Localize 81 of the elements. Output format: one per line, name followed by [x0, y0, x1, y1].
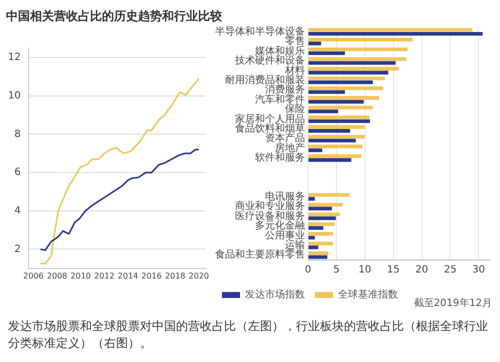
bar: [308, 66, 399, 71]
bar: [308, 96, 380, 100]
chart-title: 中国相关营收占比的历史趋势和行业比较: [6, 8, 222, 25]
text: 截至2019年12月: [414, 296, 492, 310]
bar: [308, 129, 350, 133]
y-tick-label: 食品和主要原料零售: [215, 248, 305, 261]
x-tick-label: 2014: [118, 271, 138, 280]
x-tick-label: 10: [358, 264, 372, 276]
bar: [308, 144, 363, 148]
y-tick-label: 耐用消费品和服装: [225, 74, 305, 86]
bar: [308, 212, 340, 216]
bar: [308, 193, 350, 197]
bar: [308, 76, 385, 80]
y-tick-label: 材料: [284, 64, 305, 76]
bar: [308, 158, 352, 162]
x-tick-label: 15: [386, 264, 400, 276]
bar: [308, 28, 472, 32]
bar: [308, 196, 315, 201]
bar: [308, 86, 384, 90]
bar: [308, 110, 338, 114]
bar: [308, 47, 408, 52]
bar: [308, 222, 335, 226]
y-tick-label: 10: [8, 90, 21, 102]
y-tick-label: 12: [8, 52, 21, 64]
x-tick-label: 2006: [23, 271, 44, 280]
x-tick-label: 2008: [46, 271, 68, 280]
x-tick-label: 2012: [94, 271, 114, 280]
bar: [308, 255, 328, 259]
bar: [308, 57, 406, 61]
bar: [308, 106, 373, 110]
x-tick-label: 2016: [141, 271, 162, 280]
y-tick-label: 房地产: [275, 142, 305, 154]
y-tick-label: 6: [14, 167, 21, 178]
bar: [308, 226, 324, 230]
x-tick-label: 5: [333, 264, 340, 276]
y-tick-label: 医疗设备和服务: [235, 210, 305, 222]
legend-label: 全球基准指数: [338, 288, 398, 301]
y-tick-label: 2: [14, 244, 21, 255]
bar: [308, 154, 362, 158]
y-tick-label: 8: [14, 128, 21, 140]
bar: [308, 148, 322, 152]
bar: [308, 51, 345, 56]
bar: [308, 138, 356, 142]
legend-label: 发达市场指数: [245, 288, 305, 301]
bar: [308, 119, 370, 124]
x-tick-label: 25: [444, 264, 457, 276]
y-tick-label: 媒体和娱乐: [255, 44, 305, 57]
y-tick-label: 公用事业: [265, 229, 305, 242]
bar: [308, 236, 315, 240]
bar: [308, 90, 345, 94]
bar: [308, 115, 370, 120]
bar: [308, 134, 365, 139]
bar: [308, 61, 396, 65]
bar: [308, 38, 413, 42]
bar: [308, 32, 483, 36]
y-tick-label: 软件和服务: [255, 152, 305, 164]
x-tick-label: 2010: [70, 271, 91, 280]
x-tick-label: 0: [304, 264, 312, 276]
x-tick-label: 20: [415, 264, 428, 276]
y-tick-label: 4: [14, 206, 21, 216]
bar: [308, 232, 334, 236]
bar: [308, 100, 364, 104]
bar: [308, 206, 332, 210]
y-tick-label: 保险: [285, 103, 305, 116]
bar: [308, 246, 318, 250]
bar: [308, 70, 388, 74]
bar: [308, 216, 336, 220]
x-tick-label: 30: [472, 264, 485, 276]
y-tick-label: 家居和个人用品: [235, 112, 305, 125]
bar: [308, 80, 373, 84]
y-tick-label: 电讯服务: [265, 190, 305, 202]
bar: [308, 251, 328, 256]
bar: [308, 125, 365, 129]
bar: [308, 202, 343, 207]
bar: [308, 242, 334, 246]
y-tick-label: 半导体和半导体设备: [215, 25, 305, 38]
bar: [308, 42, 322, 46]
x-tick-label: 2020: [188, 271, 209, 280]
x-tick-label: 2018: [165, 271, 186, 280]
y-tick-label: 汽车和零件: [255, 93, 305, 106]
text: 发达市场股票和全球股票对中国的营收占比（左图），行业板块的营收占比（根据全球行业分类标准定义）（右图）。: [8, 318, 489, 352]
